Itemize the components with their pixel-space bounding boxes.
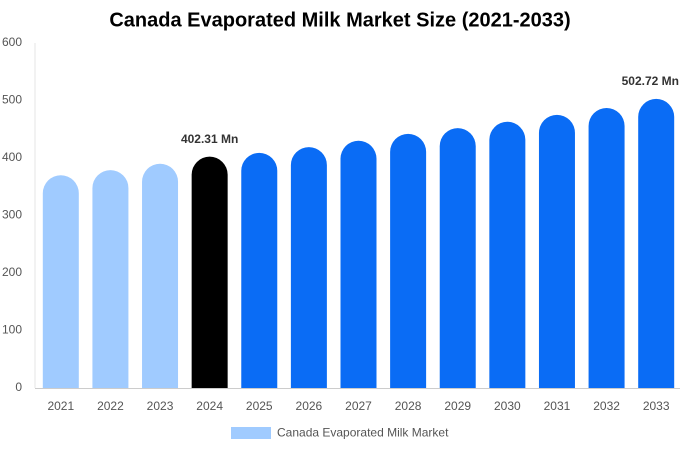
x-tick-label: 2023 (147, 399, 174, 413)
y-tick-label: 100 (2, 323, 22, 337)
bar (142, 163, 179, 388)
bar (638, 98, 675, 388)
x-tick-label: 2022 (97, 399, 124, 413)
value-label: 502.72 Mn (622, 74, 679, 88)
x-tick-label: 2026 (296, 399, 323, 413)
bar (439, 128, 476, 388)
bar (241, 152, 278, 388)
bar (290, 147, 327, 388)
y-tick-label: 200 (2, 265, 22, 279)
y-tick-label: 400 (2, 150, 22, 164)
legend-swatch (231, 427, 271, 439)
x-tick-label: 2033 (643, 399, 670, 413)
x-tick-label: 2030 (494, 399, 521, 413)
bar (191, 156, 228, 388)
y-tick-label: 500 (2, 93, 22, 107)
x-tick-label: 2031 (544, 399, 571, 413)
bar (92, 170, 129, 388)
x-tick-label: 2024 (196, 399, 223, 413)
x-tick-label: 2029 (444, 399, 471, 413)
y-tick-label: 300 (2, 208, 22, 222)
bar (340, 140, 377, 388)
y-tick-label: 600 (2, 35, 22, 49)
value-label: 402.31 Mn (181, 132, 238, 146)
x-tick-label: 2021 (47, 399, 74, 413)
bar (390, 133, 427, 388)
chart-title: Canada Evaporated Milk Market Size (2021… (109, 9, 570, 31)
bar (489, 121, 526, 388)
x-tick-label: 2028 (395, 399, 422, 413)
y-tick-label: 0 (15, 380, 22, 394)
bar (538, 114, 575, 388)
bar (588, 107, 625, 388)
bar (42, 175, 79, 388)
x-tick-label: 2025 (246, 399, 273, 413)
legend-label: Canada Evaporated Milk Market (277, 426, 449, 440)
x-tick-label: 2032 (593, 399, 620, 413)
x-tick-label: 2027 (345, 399, 372, 413)
